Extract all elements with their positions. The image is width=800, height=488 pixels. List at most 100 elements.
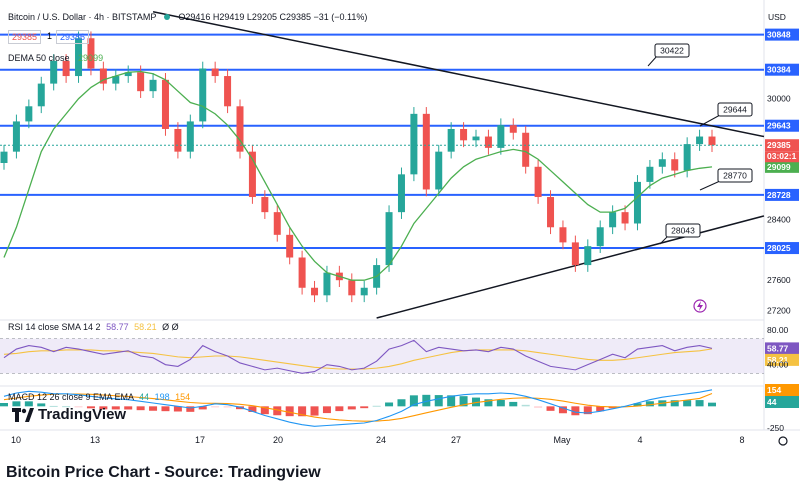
rsi-tick-3: 40.00 [767,360,789,370]
macd-hist-40 [496,400,505,407]
rsi-legend-label[interactable]: RSI 14 close SMA 14 2 [8,322,101,332]
candle-body-21 [261,197,269,213]
candle-body-13 [161,79,169,129]
candle-body-35 [435,151,443,190]
macd-hist-33 [409,395,418,407]
macd-hist-13 [161,406,170,412]
price-tag-bg-6 [765,188,799,201]
candle-body-15 [186,121,194,152]
macd-hist-54 [670,400,679,407]
tradingview-logo-text: TradingView [38,406,127,423]
price-tick-1: 30384 [767,65,791,75]
price-tag-bg-1 [765,63,799,76]
symbol-title[interactable]: Bitcoin / U.S. Dollar · 4h · BITSTAMP [8,12,157,22]
rsi-tick-2: 58.21 [767,355,789,365]
candle-body-49 [609,212,617,228]
candle-body-43 [534,166,542,198]
macd-tag-bg-1 [765,396,799,408]
macd-hist-45 [558,406,567,414]
level-callout-text-1: 29644 [723,105,747,115]
level-callout-text-2: 28770 [723,171,747,181]
descending-trendline [152,11,765,138]
macd-hist-22 [273,406,282,416]
level-callout-pointer-0 [647,55,658,67]
macd-hist-5 [62,406,71,408]
rsi-extra: Ø Ø [162,322,179,332]
candle-body-5 [62,60,70,77]
macd-hist-23 [285,406,294,417]
macd-hist-12 [149,406,158,411]
macd-value-3: 154 [175,392,191,402]
level-callout-box-3 [665,223,701,238]
currency-label[interactable]: USD [768,12,786,22]
rsi-value-2: 58.21 [134,322,157,332]
macd-hist-6 [74,406,83,408]
candle-body-10 [124,72,132,77]
macd-hist-31 [385,402,394,407]
price-tick-3: 29643 [767,121,791,131]
candle-body-23 [286,234,294,258]
price-tag-bg-0 [765,28,799,41]
candle-body-32 [397,174,405,213]
candle-body-47 [584,246,592,266]
macd-hist-38 [472,397,480,407]
candle-body-25 [311,287,319,296]
level-callout-text-3: 28043 [671,226,695,236]
candle-body-44 [547,197,555,228]
x-tick-2: 17 [195,435,205,445]
macd-hist-37 [459,396,468,407]
level-callout-pointer-1 [699,114,721,127]
rsi-tick-1: 58.77 [767,343,789,353]
candle-body-33 [410,113,418,175]
x-tick-4: 24 [376,435,386,445]
macd-hist-2 [24,401,33,407]
candle-body-2 [25,106,33,122]
price-tick-2: 30000 [767,94,791,104]
macd-hist-34 [422,394,431,407]
candle-body-11 [137,72,145,92]
lightning-icon [697,301,703,311]
candle-body-12 [149,79,157,92]
chart-canvas[interactable]: 30422 29644 28770 28043 30848 30384 30000 2964… [0,0,800,452]
buy-button[interactable]: 29386 [56,30,90,44]
price-tag-bg-3 [765,119,799,132]
candle-body-26 [323,272,331,296]
candle-body-17 [211,68,219,77]
rsi-tick-0: 80.00 [767,325,789,335]
dema-legend-label[interactable]: DEMA 50 close [8,53,70,63]
tradingview-logo[interactable]: TradingView [12,406,126,423]
price-tick-8: 28025 [767,243,791,253]
macd-value-1: 44 [139,392,150,402]
macd-hist-10 [124,406,133,410]
candle-body-48 [596,227,604,247]
ohlc-readout: O29416 H29419 L29205 C29385 −31 (−0.11%) [178,12,368,22]
macd-legend-label[interactable]: MACD 12 26 close 9 EMA EMA [8,392,134,402]
level-callout-pointer-3 [659,235,669,245]
candle-body-45 [559,227,567,243]
macd-hist-20 [248,406,257,412]
macd-hist-11 [136,406,145,411]
macd-hist-8 [99,406,108,410]
rsi-line [3,339,713,374]
signal-line [3,392,713,422]
settings-gear-icon [778,436,788,446]
candle-body-34 [422,113,430,190]
spread-value: 1 [47,31,53,41]
level-callout-text-0: 30422 [660,46,684,56]
macd-hist-21 [260,406,269,415]
countdown-bg [765,151,799,163]
price-tick-9: 27600 [767,275,791,285]
candle-body-57 [708,136,716,146]
candle-body-20 [248,151,256,198]
rsi-tag-bg-2 [765,353,799,366]
macd-hist-32 [397,399,406,407]
price-tick-6: 28728 [767,190,791,200]
candle-body-28 [348,280,356,296]
x-tick-6: May [553,435,571,445]
macd-hist-30 [372,405,381,407]
lightning-icon-ring [693,299,707,313]
x-tick-5: 27 [451,435,461,445]
sell-button[interactable]: 29385 [8,30,42,44]
market-status-dot [164,14,171,20]
macd-hist-24 [298,406,307,417]
